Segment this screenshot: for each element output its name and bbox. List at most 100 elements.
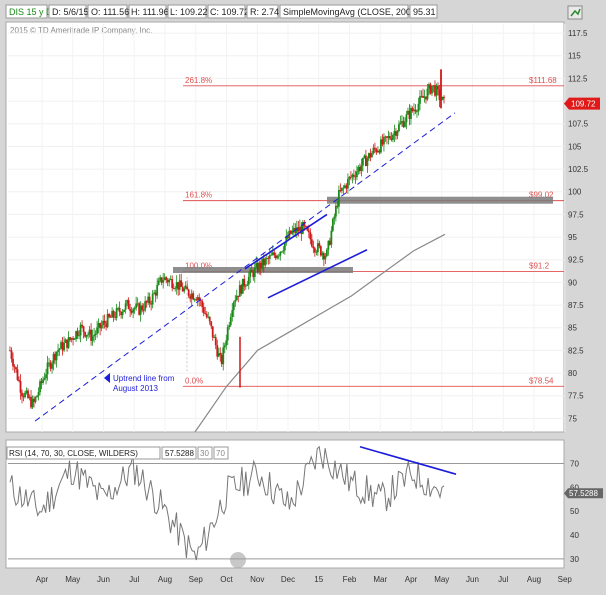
zone-99 (327, 196, 553, 204)
month-tick-label: Aug (527, 575, 541, 584)
candle-body (377, 150, 379, 153)
candle-body (216, 345, 219, 357)
candle-body (124, 303, 127, 310)
candle-body (16, 369, 19, 380)
candle-body (298, 226, 301, 232)
candle-body (169, 278, 172, 280)
candle-body (432, 85, 435, 87)
candle-body (183, 288, 186, 292)
candle-body (258, 262, 261, 272)
candle-body (398, 124, 400, 132)
open-label: O: 111.56 (91, 7, 129, 17)
candle-body (289, 230, 292, 234)
candle-body (246, 284, 249, 286)
candle-body (306, 226, 309, 231)
candle-body (255, 262, 258, 268)
candle-body (58, 348, 61, 351)
candle-body (205, 314, 208, 318)
candle-body (192, 293, 195, 300)
rsi-divergence-line (359, 445, 457, 475)
candle-body (426, 88, 429, 100)
candle-body (82, 326, 85, 332)
month-tick-label: Aug (158, 575, 172, 584)
candle-body (31, 398, 34, 408)
candle-body (368, 153, 370, 159)
candle-body (357, 167, 360, 172)
candle-body (84, 331, 86, 337)
candle-body (280, 251, 283, 253)
candle-body (252, 271, 255, 278)
candle-body (300, 226, 303, 234)
candle-body (238, 285, 241, 297)
candle-body (434, 85, 436, 96)
candle-body (392, 134, 394, 140)
candle-body (93, 335, 95, 337)
fib-label: 100.0% (185, 262, 212, 271)
candle-body (9, 350, 11, 352)
candle-body (348, 176, 351, 179)
candle-body (145, 301, 148, 303)
candle-body (139, 305, 142, 315)
candle-body (425, 96, 427, 100)
candle-body (159, 277, 162, 281)
candle-body (219, 353, 222, 355)
candle-body (100, 325, 103, 329)
fib-value: $99.02 (529, 191, 554, 200)
candle-body (349, 176, 352, 178)
candle-body (234, 300, 237, 303)
candle-body (244, 285, 247, 287)
candle-body (419, 96, 421, 104)
candle-body (340, 187, 343, 192)
month-tick-label: Jul (129, 575, 139, 584)
candle-body (34, 397, 37, 402)
candle-body (37, 392, 40, 396)
candle-body (63, 342, 65, 351)
candle-body (210, 321, 213, 327)
candle-body (416, 111, 418, 113)
candle-body (189, 295, 192, 299)
study-box[interactable] (279, 4, 409, 19)
candle-body (114, 317, 117, 318)
candle-body (240, 285, 243, 294)
price-tick-label: 90 (568, 278, 577, 287)
candle-body (66, 339, 68, 348)
candle-body (162, 280, 165, 283)
candle-body (99, 323, 102, 329)
candle-body (174, 288, 177, 290)
candle-body (48, 362, 50, 364)
candle-body (177, 282, 180, 290)
candle-body (168, 279, 171, 283)
price-tick-label: 95 (568, 233, 577, 242)
candle-body (204, 313, 207, 315)
candle-body (61, 342, 64, 351)
candle-body (337, 190, 340, 207)
candle-body (207, 316, 210, 318)
price-tick-label: 97.5 (568, 210, 584, 219)
candle-body (386, 136, 388, 138)
candle-body (105, 323, 108, 328)
month-tick-label: Jul (498, 575, 508, 584)
month-tick-label: Jun (97, 575, 110, 584)
rsi-label: RSI (14, 70, 30, CLOSE, WILDERS) (9, 449, 138, 458)
candle-body (268, 255, 271, 259)
rsi-current-label: 57.5288 (569, 489, 598, 498)
month-tick-label: May (65, 575, 80, 584)
candle-body (133, 308, 136, 310)
low-box (167, 4, 207, 19)
candle-body (196, 297, 199, 301)
rsi-label-box[interactable] (6, 446, 161, 460)
candle-body (199, 300, 202, 301)
uptrend-dashed-line (34, 112, 456, 422)
header-bar: DIS 15 y D D: 5/6/15 O: 111.56 H: 111.96… (5, 4, 438, 19)
candle-body (19, 380, 22, 393)
candle-body (428, 84, 430, 89)
candle-body (88, 329, 91, 335)
candle-body (313, 248, 316, 253)
candle-body (336, 205, 339, 207)
candle-body (18, 379, 20, 381)
settings-icon[interactable] (567, 5, 583, 20)
zone-91 (173, 266, 353, 273)
fib-label: 161.8% (185, 191, 212, 200)
candle-body (211, 326, 214, 338)
symbol-box[interactable] (5, 4, 48, 19)
